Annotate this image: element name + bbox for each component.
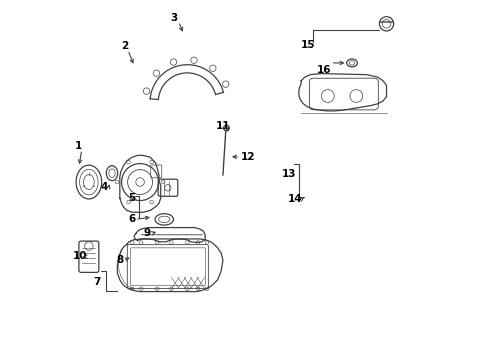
Text: 3: 3 [170,13,178,23]
Text: 16: 16 [316,65,330,75]
Text: 4: 4 [101,182,108,192]
Text: 9: 9 [143,227,151,237]
Text: 11: 11 [215,121,230,131]
Text: 15: 15 [301,40,315,50]
Text: 8: 8 [116,255,123,265]
Text: 12: 12 [240,152,255,162]
Text: 10: 10 [72,251,87,261]
Text: 6: 6 [128,215,135,225]
Text: 13: 13 [281,169,295,179]
Text: 1: 1 [75,141,82,151]
Text: 2: 2 [121,41,128,51]
Text: 7: 7 [93,277,101,287]
Text: 5: 5 [128,193,135,203]
Text: 14: 14 [287,194,302,204]
